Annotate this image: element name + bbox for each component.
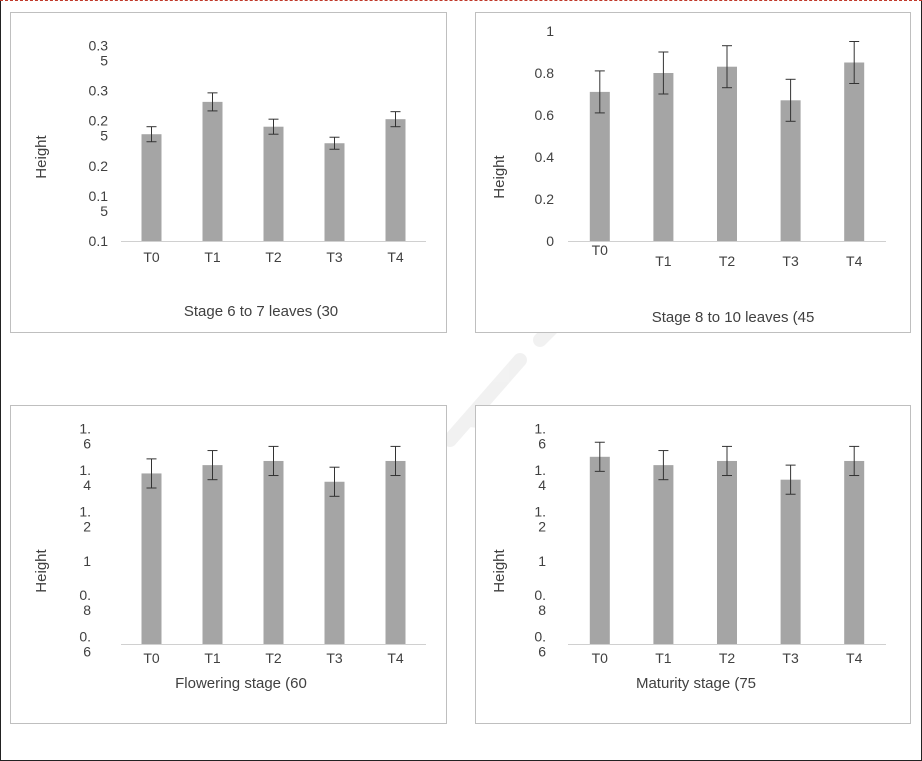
bar — [263, 460, 284, 644]
chart-panel-stage-6-7-leaves: 0.1 0.1 5 0.2 0.2 5 0.3 0.3 5 T0 T1 T2 T3 T4 Height Sta… — [10, 12, 447, 333]
y-tick-label: 0. — [534, 629, 546, 645]
y-tick-label: 1. — [79, 462, 91, 478]
chart-svg-flowering-stage: 0.60.811.21.41.6T0 T1 T2 T3 T4HeightFlowerin… — [33, 421, 426, 692]
y-tick-label: 4 — [538, 477, 546, 493]
y-axis-title: Height — [491, 548, 508, 592]
y-axis-title: Height — [33, 134, 50, 178]
x-tick-label: T2 — [265, 249, 282, 265]
bar — [780, 100, 801, 241]
y-tick-label: 1. — [534, 504, 546, 520]
y-tick-label: 0.1 — [89, 188, 109, 204]
x-tick-label: T1 — [204, 249, 221, 265]
y-axis-title: Height — [33, 548, 50, 592]
y-tick-label: 0 — [546, 233, 554, 249]
x-tick-label: T0 — [143, 249, 160, 265]
y-tick-label: 0. — [79, 629, 91, 645]
x-tick-label: T3 — [782, 253, 799, 269]
x-tick-label: T3 — [326, 650, 343, 666]
bar — [385, 460, 406, 644]
y-tick-label: 1. — [79, 421, 91, 437]
y-tick-label: 1 — [546, 23, 554, 39]
bar — [385, 119, 406, 241]
chart-panel-stage-8-10-leaves: 0 0.2 0.4 0.6 0.8 1 T0 T1 T2 T3 T4 Height Stage 8 to… — [475, 12, 911, 333]
y-tick-label: 0.2 — [89, 158, 109, 174]
bar — [141, 134, 162, 241]
x-tick-label: T4 — [387, 249, 404, 265]
y-tick-label: 0.8 — [535, 65, 555, 81]
chart-panel-maturity-stage: 0. 6 0. 8 1 1. 2 1. 4 1. 6 T0 T1 T2 T3 T4 Height Maturity… — [475, 405, 911, 724]
bar — [263, 126, 284, 241]
y-tick-label: 0.3 — [89, 38, 109, 54]
x-tick-label: T1 — [655, 650, 672, 666]
chart-title: Flowering stage (60 — [175, 675, 307, 692]
bar — [589, 91, 610, 242]
y-tick-label: 6 — [538, 436, 546, 452]
y-tick-label: 1. — [534, 462, 546, 478]
y-tick-label: 1 — [83, 553, 91, 569]
y-tick-label: 0. — [534, 587, 546, 603]
x-tick-label: T0 — [592, 650, 609, 666]
bar — [324, 481, 345, 644]
y-tick-label: 5 — [100, 128, 108, 144]
y-tick-label: 8 — [538, 602, 546, 618]
bar — [844, 62, 865, 241]
y-tick-label: 1. — [534, 421, 546, 437]
y-tick-label: 0.2 — [535, 191, 555, 207]
x-tick-label: T3 — [782, 650, 799, 666]
bar — [202, 465, 223, 644]
y-tick-label: 2 — [83, 519, 91, 535]
y-tick-label: 0.4 — [535, 149, 555, 165]
chart-title: Stage 8 to 10 leaves (45 — [652, 309, 815, 326]
x-tick-label: T3 — [326, 249, 343, 265]
bar — [844, 460, 865, 644]
y-tick-label: 8 — [83, 602, 91, 618]
y-tick-label: 5 — [100, 203, 108, 219]
bar — [141, 473, 162, 644]
y-tick-label: 0.1 — [89, 233, 109, 249]
y-tick-label: 0.6 — [535, 107, 555, 123]
y-tick-label: 0.3 — [89, 83, 109, 99]
y-tick-label: 6 — [83, 644, 91, 660]
bar — [589, 456, 610, 644]
x-tick-label: T2 — [719, 650, 736, 666]
bar — [780, 479, 801, 644]
bar — [202, 101, 223, 241]
page-top-rule — [0, 0, 922, 1]
chart-title: Maturity stage (75 — [636, 675, 756, 692]
y-tick-label: 6 — [83, 436, 91, 452]
y-tick-label: 1 — [538, 553, 546, 569]
y-tick-label: 0.2 — [89, 113, 109, 129]
x-tick-label: T4 — [387, 650, 404, 666]
bar — [653, 465, 674, 644]
x-tick-label: T1 — [204, 650, 221, 666]
x-tick-label: T0 — [143, 650, 160, 666]
y-tick-label: 0. — [79, 587, 91, 603]
y-tick-label: 1. — [79, 504, 91, 520]
bar — [717, 66, 737, 241]
x-tick-label: T4 — [846, 650, 863, 666]
x-tick-label: T4 — [846, 253, 863, 269]
x-tick-label: T1 — [655, 253, 672, 269]
y-tick-label: 2 — [538, 519, 546, 535]
x-tick-label: T0 — [592, 242, 609, 258]
x-tick-label: T2 — [265, 650, 282, 666]
bar — [653, 73, 674, 241]
y-tick-label: 6 — [538, 644, 546, 660]
bar — [324, 143, 345, 241]
y-axis-title: Height — [491, 154, 508, 198]
y-tick-label: 5 — [100, 53, 108, 69]
chart-svg-maturity-stage: 0.60.811.21.41.6T0 T1 T2 T3 T4HeightMaturity… — [491, 421, 886, 692]
chart-panel-flowering-stage: 0. 6 0. 8 1 1. 2 1. 4 1. 6 T0 T1 T2 T3 T4 Height Flowerin… — [10, 405, 447, 724]
bar — [717, 460, 737, 644]
chart-svg-stage-8-10-leaves: 0 0.2 0.4 0.6 0.8 1 T0 T1 T2 T3 T4 Height Stage 8 to… — [491, 23, 886, 326]
x-tick-label: T2 — [719, 253, 736, 269]
y-tick-label: 4 — [83, 477, 91, 493]
chart-title: Stage 6 to 7 leaves (30 — [184, 303, 338, 320]
